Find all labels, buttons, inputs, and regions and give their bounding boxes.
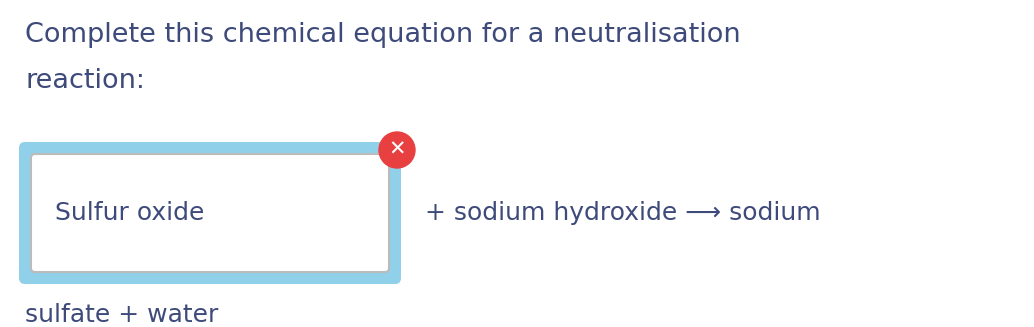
Text: Sulfur oxide: Sulfur oxide — [55, 201, 205, 225]
Text: ✕: ✕ — [388, 140, 405, 160]
Text: + sodium hydroxide ⟶ sodium: + sodium hydroxide ⟶ sodium — [425, 201, 821, 225]
Text: Complete this chemical equation for a neutralisation: Complete this chemical equation for a ne… — [25, 22, 740, 48]
Text: reaction:: reaction: — [25, 68, 145, 94]
Circle shape — [379, 132, 415, 168]
Text: sulfate + water: sulfate + water — [25, 303, 218, 327]
FancyBboxPatch shape — [19, 142, 401, 284]
FancyBboxPatch shape — [31, 154, 389, 272]
